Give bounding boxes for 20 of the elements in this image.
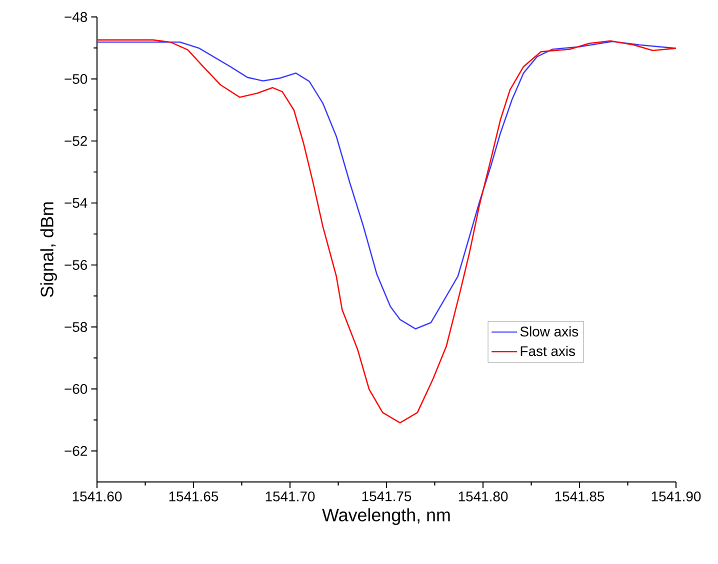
x-tick-label: 1541.60	[72, 491, 122, 502]
x-tick-label: 1541.90	[652, 491, 701, 502]
y-tick-label: −56	[64, 260, 88, 270]
y-tick-label: −58	[64, 322, 88, 332]
x-tick-label: 1541.80	[458, 491, 508, 502]
legend-label: Slow axis	[520, 326, 578, 337]
y-tick-label: −60	[64, 384, 88, 394]
y-axis-title: Signal, dBm	[40, 202, 57, 298]
x-tick-label: 1541.65	[169, 491, 218, 502]
x-tick-label: 1541.85	[555, 491, 604, 502]
y-tick-label: −54	[64, 198, 88, 208]
y-tick-label: −48	[64, 12, 88, 22]
y-tick-label: −50	[64, 74, 88, 84]
legend-label: Fast axis	[520, 346, 576, 356]
y-tick-label: −52	[64, 136, 87, 146]
x-tick-label: 1541.70	[266, 491, 315, 502]
y-tick-label: −62	[64, 446, 87, 456]
x-tick-label: 1541.75	[362, 492, 412, 502]
line-series	[96, 39, 677, 424]
x-axis-title: Wavelength, nm	[322, 508, 450, 525]
